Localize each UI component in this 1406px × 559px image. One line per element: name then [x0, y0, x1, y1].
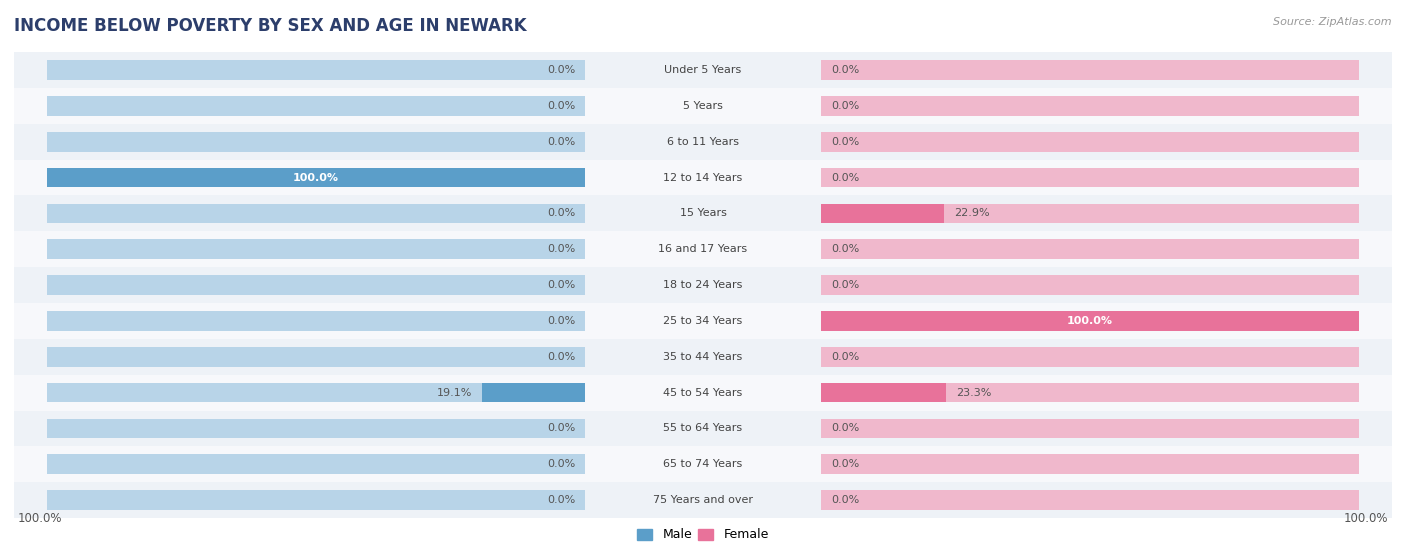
Bar — [46, 168, 585, 187]
Bar — [14, 124, 1392, 160]
Text: 15 Years: 15 Years — [679, 209, 727, 219]
Bar — [821, 311, 1360, 331]
Bar — [821, 168, 1360, 187]
Bar — [14, 160, 1392, 196]
Bar — [821, 490, 1360, 510]
Bar — [14, 375, 1392, 410]
Bar — [821, 454, 1360, 474]
Text: 0.0%: 0.0% — [831, 424, 859, 433]
Bar — [46, 239, 585, 259]
Bar — [46, 311, 585, 331]
Text: 0.0%: 0.0% — [831, 459, 859, 470]
Text: 12 to 14 Years: 12 to 14 Years — [664, 173, 742, 183]
Text: 0.0%: 0.0% — [547, 244, 575, 254]
Bar — [14, 410, 1392, 447]
Bar — [821, 347, 1360, 367]
Bar — [14, 196, 1392, 231]
Text: 0.0%: 0.0% — [831, 173, 859, 183]
Bar — [14, 231, 1392, 267]
Bar — [821, 311, 1360, 331]
Text: 45 to 54 Years: 45 to 54 Years — [664, 387, 742, 397]
Text: 55 to 64 Years: 55 to 64 Years — [664, 424, 742, 433]
Text: 25 to 34 Years: 25 to 34 Years — [664, 316, 742, 326]
Bar — [14, 339, 1392, 375]
Bar — [46, 275, 585, 295]
Text: 0.0%: 0.0% — [547, 495, 575, 505]
Bar — [821, 203, 1360, 223]
Bar — [821, 419, 1360, 438]
Text: 0.0%: 0.0% — [547, 352, 575, 362]
Bar — [46, 60, 585, 80]
Bar — [821, 239, 1360, 259]
Legend: Male, Female: Male, Female — [633, 523, 773, 547]
Text: 65 to 74 Years: 65 to 74 Years — [664, 459, 742, 470]
Text: 0.0%: 0.0% — [831, 101, 859, 111]
Bar — [46, 383, 585, 402]
Text: 23.3%: 23.3% — [956, 387, 991, 397]
Text: Source: ZipAtlas.com: Source: ZipAtlas.com — [1274, 17, 1392, 27]
Text: 0.0%: 0.0% — [547, 424, 575, 433]
Bar — [14, 88, 1392, 124]
Text: 5 Years: 5 Years — [683, 101, 723, 111]
Bar — [46, 490, 585, 510]
Text: 0.0%: 0.0% — [831, 65, 859, 75]
Text: 100.0%: 100.0% — [17, 511, 62, 524]
Text: 0.0%: 0.0% — [547, 65, 575, 75]
Text: 35 to 44 Years: 35 to 44 Years — [664, 352, 742, 362]
Text: 0.0%: 0.0% — [547, 316, 575, 326]
Bar — [821, 275, 1360, 295]
Bar — [46, 347, 585, 367]
Bar — [46, 96, 585, 116]
Bar — [46, 132, 585, 151]
Text: 0.0%: 0.0% — [831, 244, 859, 254]
Bar — [821, 203, 945, 223]
Bar — [14, 482, 1392, 518]
Bar — [14, 303, 1392, 339]
Bar — [482, 383, 585, 402]
Text: 100.0%: 100.0% — [1344, 511, 1389, 524]
Bar — [14, 52, 1392, 88]
Text: 0.0%: 0.0% — [547, 137, 575, 146]
Text: 0.0%: 0.0% — [831, 137, 859, 146]
Text: INCOME BELOW POVERTY BY SEX AND AGE IN NEWARK: INCOME BELOW POVERTY BY SEX AND AGE IN N… — [14, 17, 527, 35]
Text: 0.0%: 0.0% — [547, 459, 575, 470]
Bar — [46, 454, 585, 474]
Bar — [14, 267, 1392, 303]
Text: 0.0%: 0.0% — [547, 101, 575, 111]
Bar — [821, 60, 1360, 80]
Bar — [46, 203, 585, 223]
Text: 0.0%: 0.0% — [831, 352, 859, 362]
Text: 100.0%: 100.0% — [292, 173, 339, 183]
Text: 75 Years and over: 75 Years and over — [652, 495, 754, 505]
Text: Under 5 Years: Under 5 Years — [665, 65, 741, 75]
Text: 16 and 17 Years: 16 and 17 Years — [658, 244, 748, 254]
Text: 22.9%: 22.9% — [955, 209, 990, 219]
Bar — [46, 419, 585, 438]
Bar — [46, 168, 585, 187]
Text: 0.0%: 0.0% — [831, 495, 859, 505]
Text: 0.0%: 0.0% — [547, 280, 575, 290]
Text: 100.0%: 100.0% — [1067, 316, 1114, 326]
Text: 18 to 24 Years: 18 to 24 Years — [664, 280, 742, 290]
Bar — [821, 383, 946, 402]
Text: 6 to 11 Years: 6 to 11 Years — [666, 137, 740, 146]
Text: 19.1%: 19.1% — [437, 387, 472, 397]
Bar — [821, 96, 1360, 116]
Bar — [821, 383, 1360, 402]
Bar — [14, 447, 1392, 482]
Text: 0.0%: 0.0% — [547, 209, 575, 219]
Bar — [821, 132, 1360, 151]
Text: 0.0%: 0.0% — [831, 280, 859, 290]
